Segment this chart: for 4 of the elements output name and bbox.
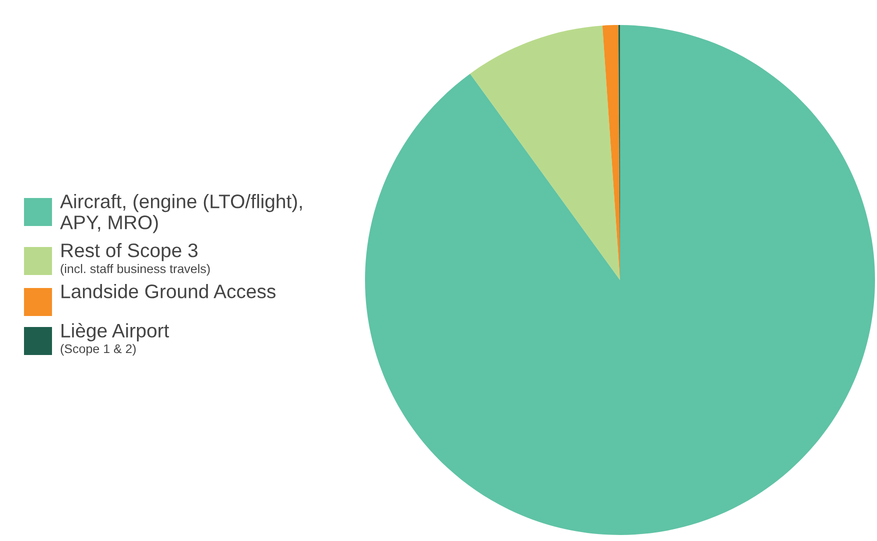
legend-label: Liège Airport (Scope 1 & 2) — [60, 323, 170, 356]
legend-label: Aircraft, (engine (LTO/flight), APY, MRO) — [60, 194, 302, 234]
legend-label: Rest of Scope 3 (incl. staff business travels) — [60, 243, 210, 276]
legend-label: Landside Ground Access — [62, 284, 276, 298]
